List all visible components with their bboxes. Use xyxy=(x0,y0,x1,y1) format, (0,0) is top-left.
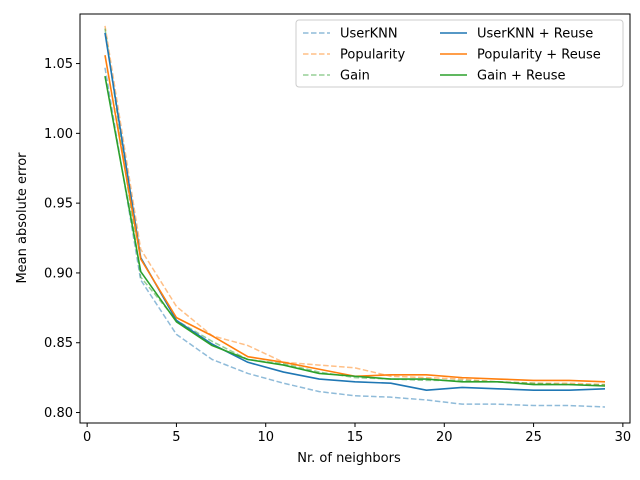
legend-label-gain-plus-reuse: Gain + Reuse xyxy=(477,69,566,84)
y-tick-label: 0.80 xyxy=(44,406,73,421)
y-axis: 0.80 0.85 0.90 0.95 1.00 1.05 xyxy=(44,57,80,421)
legend-label-gain: Gain xyxy=(340,69,370,84)
series-line-popularity xyxy=(104,25,606,386)
x-tick-label: 10 xyxy=(257,430,274,445)
x-axis: 0 5 10 15 20 25 30 xyxy=(83,423,631,445)
legend: UserKNN Popularity Gain UserKNN + Reuse Popu… xyxy=(295,19,624,88)
series-line-gain-plus-reuse xyxy=(104,75,606,387)
legend-label-popularity-plus-reuse: Popularity + Reuse xyxy=(477,48,601,63)
x-tick-label: 25 xyxy=(525,430,542,445)
y-tick-label: 0.85 xyxy=(44,336,73,351)
legend-label-userknn: UserKNN xyxy=(340,27,398,42)
y-tick-label: 1.00 xyxy=(44,127,73,142)
series-line-userknn-plus-reuse xyxy=(104,32,606,392)
y-tick-label: 0.95 xyxy=(44,197,73,212)
x-tick-label: 15 xyxy=(347,430,364,445)
y-tick-label: 0.90 xyxy=(44,266,73,281)
x-tick-label: 20 xyxy=(436,430,453,445)
y-axis-label: Mean absolute error xyxy=(15,152,30,284)
x-tick-label: 30 xyxy=(615,430,632,445)
x-axis-label: Nr. of neighbors xyxy=(297,451,401,466)
series-layer xyxy=(104,25,606,408)
y-tick-label: 1.05 xyxy=(44,57,73,72)
x-tick-label: 0 xyxy=(83,430,91,445)
legend-label-userknn-plus-reuse: UserKNN + Reuse xyxy=(477,27,593,42)
x-tick-label: 5 xyxy=(172,430,180,445)
legend-label-popularity: Popularity xyxy=(340,48,405,63)
